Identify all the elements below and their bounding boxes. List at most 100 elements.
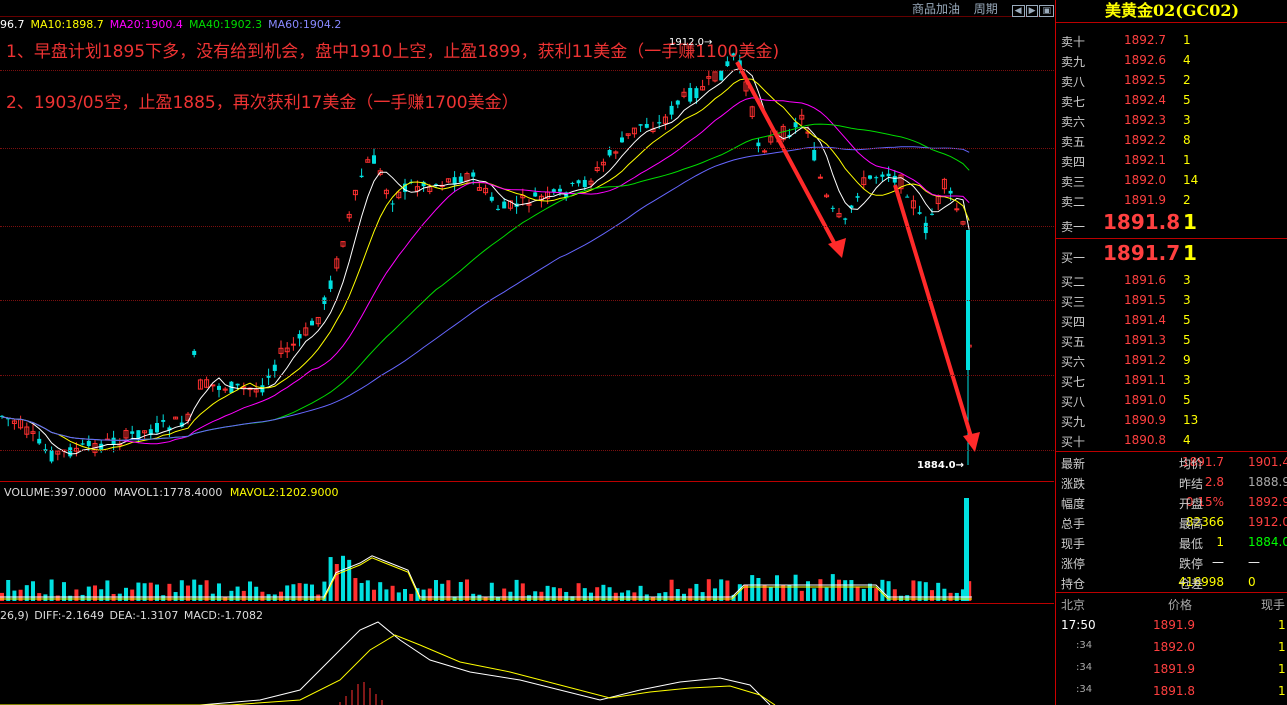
candle-body: [749, 106, 755, 117]
volume-bar: [266, 594, 271, 601]
ask-price: 1892.5: [1124, 73, 1166, 87]
candle-body: [607, 149, 612, 156]
tick-header: 北京 价格 现手: [1056, 593, 1287, 613]
bid-row[interactable]: 买十 1890.8 4: [1056, 430, 1287, 450]
volume-bar: [334, 564, 339, 601]
volume-bar: [843, 580, 848, 601]
contract-title: 美黄金02(GC02): [1056, 0, 1287, 23]
ask-row[interactable]: 卖四 1892.1 1: [1056, 150, 1287, 170]
chart-area[interactable]: 96.7 MA10:1898.7 MA20:1900.4 MA40:1902.3 MA6…: [0, 0, 1054, 705]
candle-body: [830, 207, 835, 209]
macd-legend: 26,9) DIFF:-2.1649 DEA:-1.3107 MACD:-1.7…: [0, 609, 263, 622]
candle-body: [507, 200, 513, 209]
candle-body: [310, 320, 314, 326]
stat-value: 0.15%: [1185, 495, 1224, 509]
volume-bar: [68, 595, 73, 601]
stat-row: 最新 1891.7 均价 1901.4: [1056, 452, 1287, 472]
stat-row: 现手 1 最低 1884.0: [1056, 532, 1287, 552]
ask-row[interactable]: 卖二 1891.9 2: [1056, 190, 1287, 210]
ask-price: 1892.3: [1124, 113, 1166, 127]
candle-body: [551, 189, 556, 193]
volume-bar: [812, 588, 817, 601]
volume-bar: [6, 579, 11, 601]
trend-arrow: [735, 61, 840, 251]
volume-bar: [905, 595, 910, 601]
ask-price: 1892.1: [1124, 153, 1166, 167]
bid-row[interactable]: 买六 1891.2 9: [1056, 350, 1287, 370]
candle-body: [315, 316, 321, 325]
menu-item-commodity[interactable]: 商品加油: [911, 2, 960, 16]
candle-body: [768, 136, 774, 143]
volume-bar: [297, 583, 302, 601]
volume-bar: [744, 584, 748, 601]
quote-panel: 美黄金02(GC02) 卖十 1892.7 1 卖九 1892.6 4 卖八 1892.5 2 卖…: [1055, 0, 1287, 705]
stat-label: 涨跌: [1061, 477, 1086, 491]
stat-row: 持仓 416998 仓差 0: [1056, 572, 1287, 592]
candle-body: [489, 196, 494, 201]
mavol2-value: MAVOL2:1202.9000: [229, 486, 339, 499]
ask-label: 卖一: [1061, 220, 1086, 234]
ask-row[interactable]: 卖六 1892.3 3: [1056, 110, 1287, 130]
diff-line: [0, 621, 771, 705]
volume-bar: [930, 590, 934, 601]
bid-row[interactable]: 买四 1891.4 5: [1056, 310, 1287, 330]
bid-volume: 3: [1183, 293, 1191, 307]
tick-row: :34 1891.8 1: [1056, 681, 1287, 701]
candle-body: [588, 180, 594, 185]
volume-bar: [923, 582, 928, 601]
bid-row[interactable]: 买八 1891.0 5: [1056, 390, 1287, 410]
trade-note-2: 2、1903/05空，止盈1885，再次获利17美金（一手赚1700美金）: [6, 93, 519, 113]
bid-row[interactable]: 买三 1891.5 3: [1056, 290, 1287, 310]
volume-bar: [576, 583, 581, 601]
candle-body: [334, 258, 340, 269]
volume-bar: [155, 584, 159, 601]
candle-body: [445, 178, 451, 183]
bid-row[interactable]: 买二 1891.6 3: [1056, 270, 1287, 290]
ask-row[interactable]: 卖七 1892.4 5: [1056, 90, 1287, 110]
candlestick-chart[interactable]: [0, 0, 1054, 705]
arrow-head-icon: [828, 238, 846, 258]
volume-bar: [886, 581, 891, 601]
stat-value: 1: [1216, 535, 1224, 549]
volume-bar: [601, 584, 606, 601]
volume-bar: [235, 586, 240, 601]
ask-row[interactable]: 卖九 1892.6 4: [1056, 50, 1287, 70]
stat-label: 均价: [1179, 457, 1204, 471]
ask-row[interactable]: 卖五 1892.2 8: [1056, 130, 1287, 150]
volume-bar: [880, 579, 885, 601]
next-icon[interactable]: ▶: [1025, 5, 1039, 17]
ask-row[interactable]: 卖三 1892.0 14: [1056, 170, 1287, 190]
ask-label: 卖七: [1061, 95, 1086, 109]
panel-separator: [0, 481, 1054, 482]
volume-bar: [248, 581, 252, 601]
candle-body: [471, 172, 476, 177]
diff-value: DIFF:-2.1649: [34, 609, 104, 622]
candle-body: [352, 189, 358, 196]
bid-row[interactable]: 买九 1890.9 13: [1056, 410, 1287, 430]
window-icon[interactable]: ▣: [1039, 5, 1054, 17]
candle-body: [923, 222, 928, 234]
ask-row[interactable]: 卖十 1892.7 1: [1056, 30, 1287, 50]
prev-icon[interactable]: ◀: [1011, 5, 1025, 17]
bid-row-best[interactable]: 买一 1891.7 1: [1056, 241, 1287, 269]
stat-label: 总手: [1061, 517, 1086, 531]
volume-bar: [161, 595, 166, 601]
candle-body: [390, 203, 395, 205]
ask-row[interactable]: 卖八 1892.5 2: [1056, 70, 1287, 90]
candle-body: [570, 182, 575, 184]
volume-bar: [440, 583, 445, 601]
volume-bar: [911, 580, 916, 601]
candle-body: [155, 423, 159, 433]
ask-volume: 3: [1183, 113, 1191, 127]
bid-row[interactable]: 买七 1891.1 3: [1056, 370, 1287, 390]
volume-bar: [310, 584, 314, 601]
volume-bar: [874, 588, 879, 601]
menu-item-period[interactable]: 周期: [973, 2, 998, 16]
bid-row[interactable]: 买五 1891.3 5: [1056, 330, 1287, 350]
ma20-line: [1, 97, 970, 445]
ask-row-best[interactable]: 卖一 1891.8 1: [1056, 210, 1287, 238]
bid-volume: 5: [1183, 313, 1191, 327]
volume-bar: [167, 583, 172, 601]
ask-label: 卖五: [1061, 135, 1086, 149]
candle-body: [483, 187, 489, 194]
